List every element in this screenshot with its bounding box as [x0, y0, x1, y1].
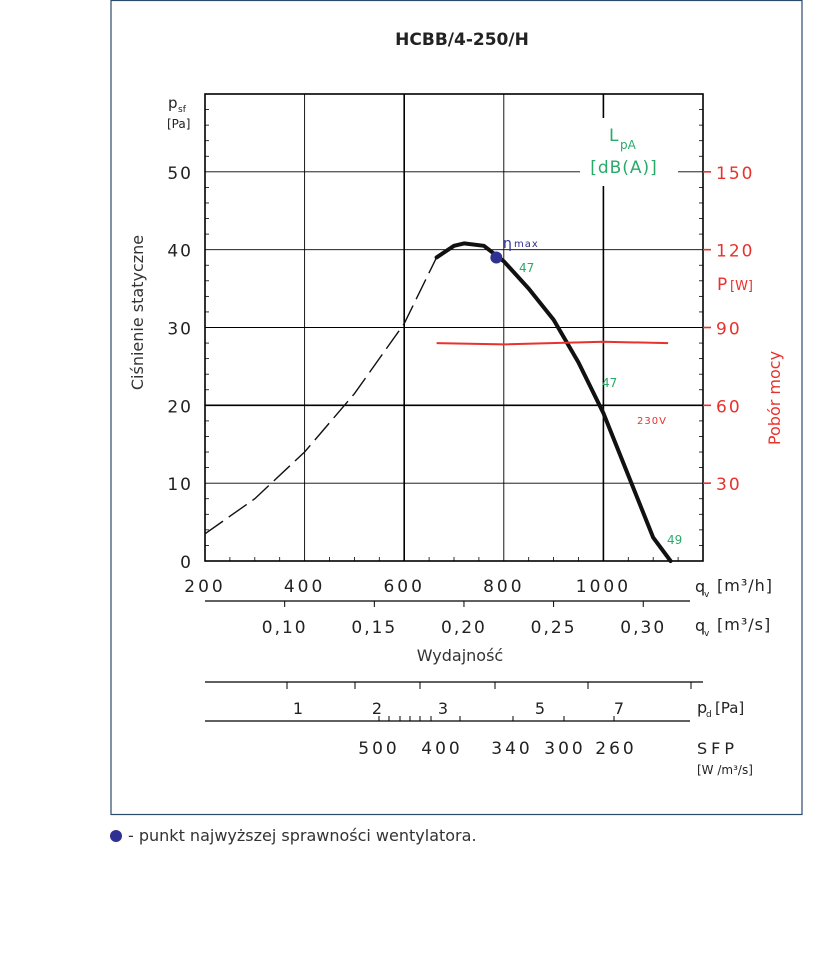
- x-symbol-sub-h: v: [704, 590, 710, 600]
- sfp-tick-label: 500: [358, 739, 399, 759]
- noise-label: 47: [519, 261, 534, 275]
- footnote: - punkt najwyższej sprawności wentylator…: [110, 826, 477, 845]
- y-symbol: p: [168, 94, 178, 112]
- power-curve-230v: [436, 340, 669, 346]
- sfp-tick-label: 260: [595, 739, 636, 759]
- x2-tick-label: 0,20: [441, 618, 487, 638]
- power-tick-label: 150: [716, 164, 754, 184]
- sfp-tick-label: 400: [421, 739, 462, 759]
- noise-label: 47: [602, 376, 617, 390]
- power-tick-label: 60: [716, 397, 742, 417]
- x-symbol-s: q: [695, 616, 705, 635]
- pd-tick-label: 3: [438, 699, 448, 718]
- noise-title-bg: [580, 118, 678, 186]
- eta-max-point: [490, 251, 503, 264]
- y-tick-label: 30: [167, 320, 193, 340]
- pd-unit: [Pa]: [715, 699, 744, 717]
- x-tick-label: 1000: [576, 577, 631, 597]
- pressure-curve-solid: [434, 241, 673, 563]
- sfp-symbol: SFP: [697, 739, 738, 758]
- x2-tick-label: 0,25: [531, 618, 577, 638]
- noise-title-sub: pA: [620, 138, 637, 152]
- axes: [205, 109, 711, 722]
- pd-tick-label: 5: [535, 699, 545, 718]
- x-tick-label: 400: [284, 577, 325, 597]
- power-symbol: P: [717, 275, 727, 295]
- sfp-tick-label: 300: [544, 739, 585, 759]
- chart-frame-border: [110, 0, 803, 816]
- power-unit: [W]: [730, 279, 753, 294]
- power-axis-label: Pobór mocy: [765, 351, 784, 445]
- x-symbol-sub-s: v: [704, 629, 710, 639]
- eta-max-label: η: [503, 236, 512, 252]
- pd-tick-label: 7: [614, 699, 624, 718]
- footnote-text: - punkt najwyższej sprawności wentylator…: [128, 826, 477, 845]
- pd-symbol-sub: d: [706, 710, 712, 720]
- pd-symbol: p: [697, 698, 707, 717]
- y-tick-label: 50: [167, 164, 193, 184]
- x-tick-label: 800: [483, 577, 524, 597]
- y-unit: [Pa]: [167, 117, 190, 131]
- x2-tick-label: 0,30: [620, 618, 666, 638]
- x2-tick-label: 0,10: [262, 618, 308, 638]
- y-tick-label: 20: [167, 397, 193, 417]
- x-axis-label: Wydajność: [417, 646, 503, 665]
- power-tick-label: 30: [716, 475, 742, 495]
- y-tick-label: 40: [167, 242, 193, 262]
- curves: [204, 241, 673, 563]
- x-unit-s: [m³/s]: [717, 615, 771, 634]
- noise-label: 49: [667, 533, 682, 547]
- power-tick-label: 90: [716, 320, 742, 340]
- sfp-unit: [W /m³/s]: [697, 763, 753, 777]
- y-tick-label: 0: [180, 553, 193, 573]
- x-symbol-h: q: [695, 577, 705, 596]
- chart-title: HCBB/4-250/H: [395, 30, 529, 50]
- pd-tick-label: 2: [372, 699, 382, 718]
- power-tick-label: 120: [716, 242, 754, 262]
- sfp-tick-label: 340: [491, 739, 532, 759]
- x-tick-label: 600: [383, 577, 424, 597]
- pd-tick-label: 1: [293, 699, 303, 718]
- eta-max-legend-icon: [110, 829, 122, 842]
- y-symbol-sub: sf: [178, 105, 187, 115]
- y-axis-label: Ciśnienie statyczne: [128, 235, 147, 390]
- x-tick-label: 200: [184, 577, 225, 597]
- pressure-curve-dashed: [204, 257, 438, 535]
- noise-title: L: [609, 126, 619, 146]
- y-tick-label: 10: [167, 475, 193, 495]
- x2-tick-label: 0,15: [351, 618, 397, 638]
- x-unit-h: [m³/h]: [717, 576, 773, 595]
- eta-max-label-sup: max: [514, 239, 539, 250]
- power-series-label: 230V: [637, 416, 667, 427]
- noise-unit: [dB(A)]: [590, 158, 658, 178]
